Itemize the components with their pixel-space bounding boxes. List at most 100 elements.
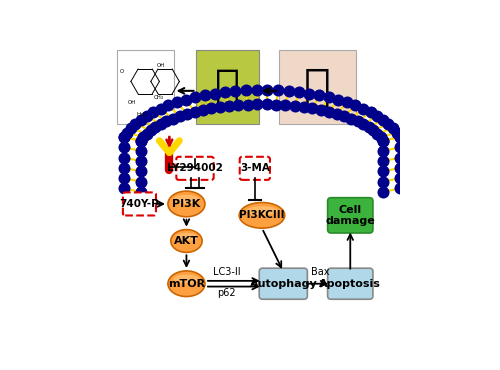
Point <box>380 148 388 154</box>
Point <box>317 107 325 113</box>
Ellipse shape <box>171 229 202 252</box>
Text: 740Y-P: 740Y-P <box>120 199 160 209</box>
Point <box>252 87 260 93</box>
Text: p62: p62 <box>217 288 236 298</box>
Point <box>142 113 150 119</box>
Bar <box>196 50 259 124</box>
Ellipse shape <box>176 233 198 241</box>
Point <box>334 97 342 103</box>
Point <box>136 189 144 195</box>
Point <box>393 130 401 135</box>
Point <box>136 148 144 154</box>
Point <box>136 117 144 123</box>
Point <box>396 165 404 171</box>
Text: O: O <box>120 69 124 74</box>
Bar <box>279 50 356 124</box>
Point <box>396 185 404 191</box>
Ellipse shape <box>168 271 205 296</box>
Point <box>136 158 144 164</box>
Point <box>308 105 316 111</box>
Point <box>272 102 280 108</box>
Point <box>325 94 333 100</box>
Text: LC3-II: LC3-II <box>212 267 240 277</box>
Point <box>169 116 177 122</box>
FancyBboxPatch shape <box>328 268 373 299</box>
FancyBboxPatch shape <box>240 157 270 180</box>
Point <box>123 130 131 135</box>
Point <box>374 131 382 137</box>
Point <box>370 127 378 133</box>
Point <box>120 144 128 150</box>
Point <box>306 91 314 97</box>
Text: OH: OH <box>156 63 165 68</box>
Point <box>380 189 388 195</box>
Point <box>208 105 216 111</box>
FancyBboxPatch shape <box>259 268 308 299</box>
Point <box>176 113 184 119</box>
Point <box>380 138 388 144</box>
Text: H₃C: H₃C <box>136 112 146 117</box>
Text: AKT: AKT <box>174 236 199 246</box>
Point <box>376 134 384 140</box>
Point <box>352 102 360 108</box>
Point <box>354 118 362 124</box>
Point <box>389 125 397 131</box>
Point <box>136 138 144 144</box>
Point <box>340 113 348 119</box>
Point <box>264 87 272 93</box>
Point <box>234 102 242 108</box>
Text: PI3KCIII: PI3KCIII <box>239 210 284 221</box>
Point <box>152 124 160 130</box>
Point <box>120 134 128 140</box>
Point <box>262 101 270 107</box>
Point <box>150 109 158 115</box>
Point <box>242 87 250 93</box>
Point <box>300 104 308 110</box>
Point <box>136 179 144 185</box>
Point <box>146 127 154 133</box>
Point <box>142 131 150 137</box>
Point <box>210 91 218 97</box>
Point <box>380 158 388 164</box>
Point <box>384 121 392 127</box>
Point <box>173 100 181 105</box>
Point <box>366 109 374 115</box>
Point <box>360 106 368 112</box>
Point <box>136 138 144 144</box>
Point <box>295 89 303 95</box>
Point <box>343 100 351 105</box>
Point <box>200 92 208 98</box>
Point <box>274 87 282 93</box>
Point <box>120 175 128 181</box>
Text: 🐷: 🐷 <box>304 65 331 109</box>
Text: mTOR: mTOR <box>168 279 205 289</box>
FancyBboxPatch shape <box>123 192 156 215</box>
Point <box>183 111 191 117</box>
Point <box>380 138 388 144</box>
Point <box>156 106 164 112</box>
Text: 🌾: 🌾 <box>216 66 240 108</box>
Point <box>379 117 387 123</box>
Point <box>244 102 252 108</box>
Point <box>360 121 368 127</box>
Point <box>396 134 404 140</box>
Point <box>396 175 404 181</box>
Point <box>216 104 224 110</box>
Point <box>284 88 292 94</box>
Point <box>120 185 128 191</box>
Ellipse shape <box>246 206 278 215</box>
Point <box>136 168 144 174</box>
Point <box>156 121 164 127</box>
Point <box>316 92 324 98</box>
Point <box>396 155 404 161</box>
Text: LY294002: LY294002 <box>167 163 223 173</box>
Text: PI3K: PI3K <box>172 199 201 209</box>
Ellipse shape <box>239 202 284 228</box>
Point <box>164 102 172 108</box>
Point <box>120 155 128 161</box>
Text: CH₃: CH₃ <box>154 94 164 100</box>
Point <box>380 179 388 185</box>
FancyBboxPatch shape <box>176 157 214 180</box>
Ellipse shape <box>174 195 200 204</box>
Point <box>139 134 147 140</box>
